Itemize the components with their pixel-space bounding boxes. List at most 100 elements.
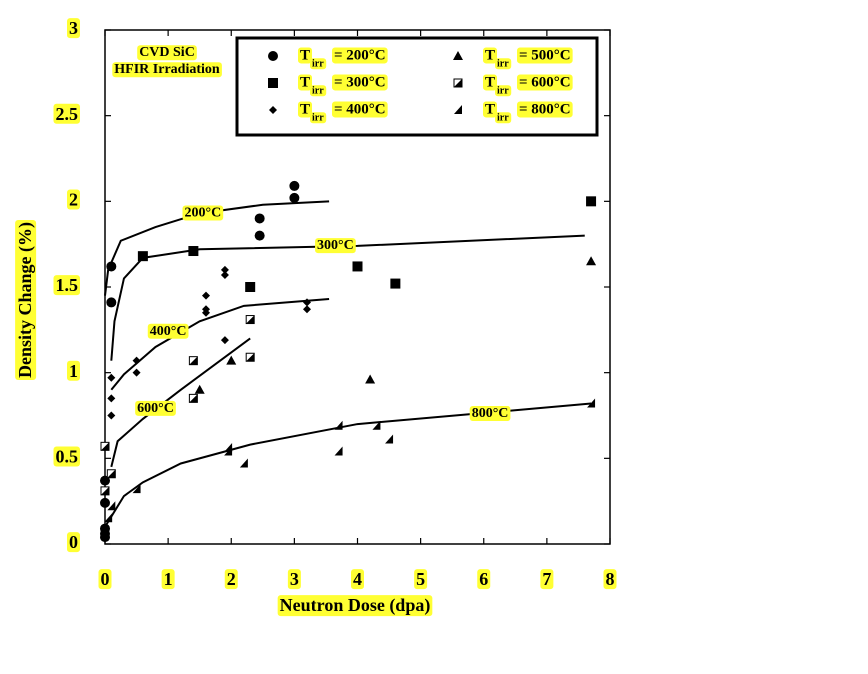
fit-label: 300°C: [317, 238, 354, 253]
point: [107, 411, 116, 420]
marker-part: [101, 486, 109, 495]
y-tick-label: 2.5: [56, 104, 79, 124]
point: [334, 446, 343, 456]
legend-prefix: T: [300, 74, 310, 90]
label-highlight: [310, 112, 327, 124]
label-highlight: [298, 101, 313, 118]
label-highlight: [603, 569, 617, 590]
label-highlight: [469, 406, 511, 422]
x-tick-label: 7: [542, 569, 551, 589]
label-highlight: [332, 101, 388, 118]
legend-subscript: irr: [497, 85, 509, 96]
point: [245, 282, 256, 292]
point: [220, 271, 229, 280]
label-highlight: [332, 47, 388, 64]
point: [132, 484, 141, 494]
point: [372, 420, 381, 430]
point: [188, 393, 198, 403]
label-highlight: [137, 45, 197, 61]
y-tick-label: 0.5: [56, 446, 79, 466]
legend-label: = 800°C: [519, 101, 571, 117]
point: [107, 394, 116, 403]
point: [107, 501, 116, 511]
fit-line: [104, 402, 592, 528]
note-text: CVD SiC: [139, 45, 195, 60]
label-highlight: [315, 238, 356, 254]
point: [390, 278, 401, 289]
label-highlight: [495, 112, 512, 124]
point: [254, 213, 265, 224]
x-axis-label: Neutron Dose (dpa): [280, 595, 431, 616]
marker-part: [454, 79, 462, 87]
label-highlight: [495, 58, 512, 70]
fit-line: [110, 297, 330, 391]
fit-line: [110, 337, 251, 468]
point: [132, 368, 141, 377]
label-highlight: [67, 18, 80, 39]
legend-label: = 400°C: [334, 101, 386, 117]
point: [106, 297, 117, 308]
point: [303, 298, 311, 307]
point: [100, 486, 110, 496]
point: [586, 256, 597, 266]
point: [107, 373, 116, 382]
label-highlight: [112, 62, 222, 78]
label-highlight: [224, 569, 238, 590]
label-highlight: [540, 569, 554, 590]
marker-part: [101, 442, 109, 451]
marker-part: [246, 353, 255, 362]
label-highlight: [483, 74, 498, 91]
label-highlight: [414, 569, 428, 590]
point: [202, 291, 210, 300]
legend-label: = 500°C: [519, 47, 571, 63]
label-highlight: [351, 569, 364, 590]
x-tick-label: 3: [290, 569, 299, 589]
point: [220, 265, 229, 274]
fit-label: 800°C: [472, 406, 509, 421]
point: [188, 246, 199, 257]
legend-subscript: irr: [312, 112, 324, 123]
label-highlight: [161, 569, 175, 590]
fit-label: 200°C: [184, 206, 221, 221]
label-highlight: [332, 74, 388, 91]
label-highlight: [517, 47, 573, 64]
label-highlight: [287, 569, 301, 590]
label-highlight: [67, 189, 80, 210]
label-highlight: [310, 85, 327, 97]
fit-label: 600°C: [137, 401, 174, 416]
label-highlight: [517, 74, 573, 91]
point: [254, 230, 265, 241]
y-axis-label: Density Change (%): [15, 222, 36, 378]
point: [453, 78, 463, 88]
legend-prefix: T: [485, 101, 495, 117]
fit-line: [110, 234, 585, 361]
point: [224, 443, 233, 453]
label-highlight: [15, 219, 37, 380]
x-tick-label: 4: [353, 569, 362, 589]
point: [587, 398, 596, 408]
legend-subscript: irr: [312, 58, 324, 69]
point: [202, 308, 210, 317]
label-highlight: [135, 400, 176, 416]
marker-part: [246, 315, 255, 324]
x-tick-label: 0: [101, 569, 110, 589]
y-tick-label: 0: [69, 532, 78, 552]
point: [239, 458, 248, 468]
legend-prefix: T: [485, 47, 495, 63]
point: [137, 251, 148, 262]
point: [334, 420, 343, 430]
point: [269, 106, 277, 114]
label-highlight: [182, 205, 224, 221]
label-highlight: [517, 101, 573, 118]
point: [220, 336, 229, 345]
x-tick-label: 2: [227, 569, 236, 589]
marker-part: [107, 469, 116, 478]
legend-prefix: T: [485, 74, 495, 90]
point: [268, 78, 278, 88]
point: [303, 305, 311, 314]
label-highlight: [53, 103, 80, 124]
legend-label: = 300°C: [334, 74, 386, 90]
point: [365, 374, 376, 384]
point: [352, 261, 363, 272]
y-tick-label: 1.5: [56, 275, 79, 295]
